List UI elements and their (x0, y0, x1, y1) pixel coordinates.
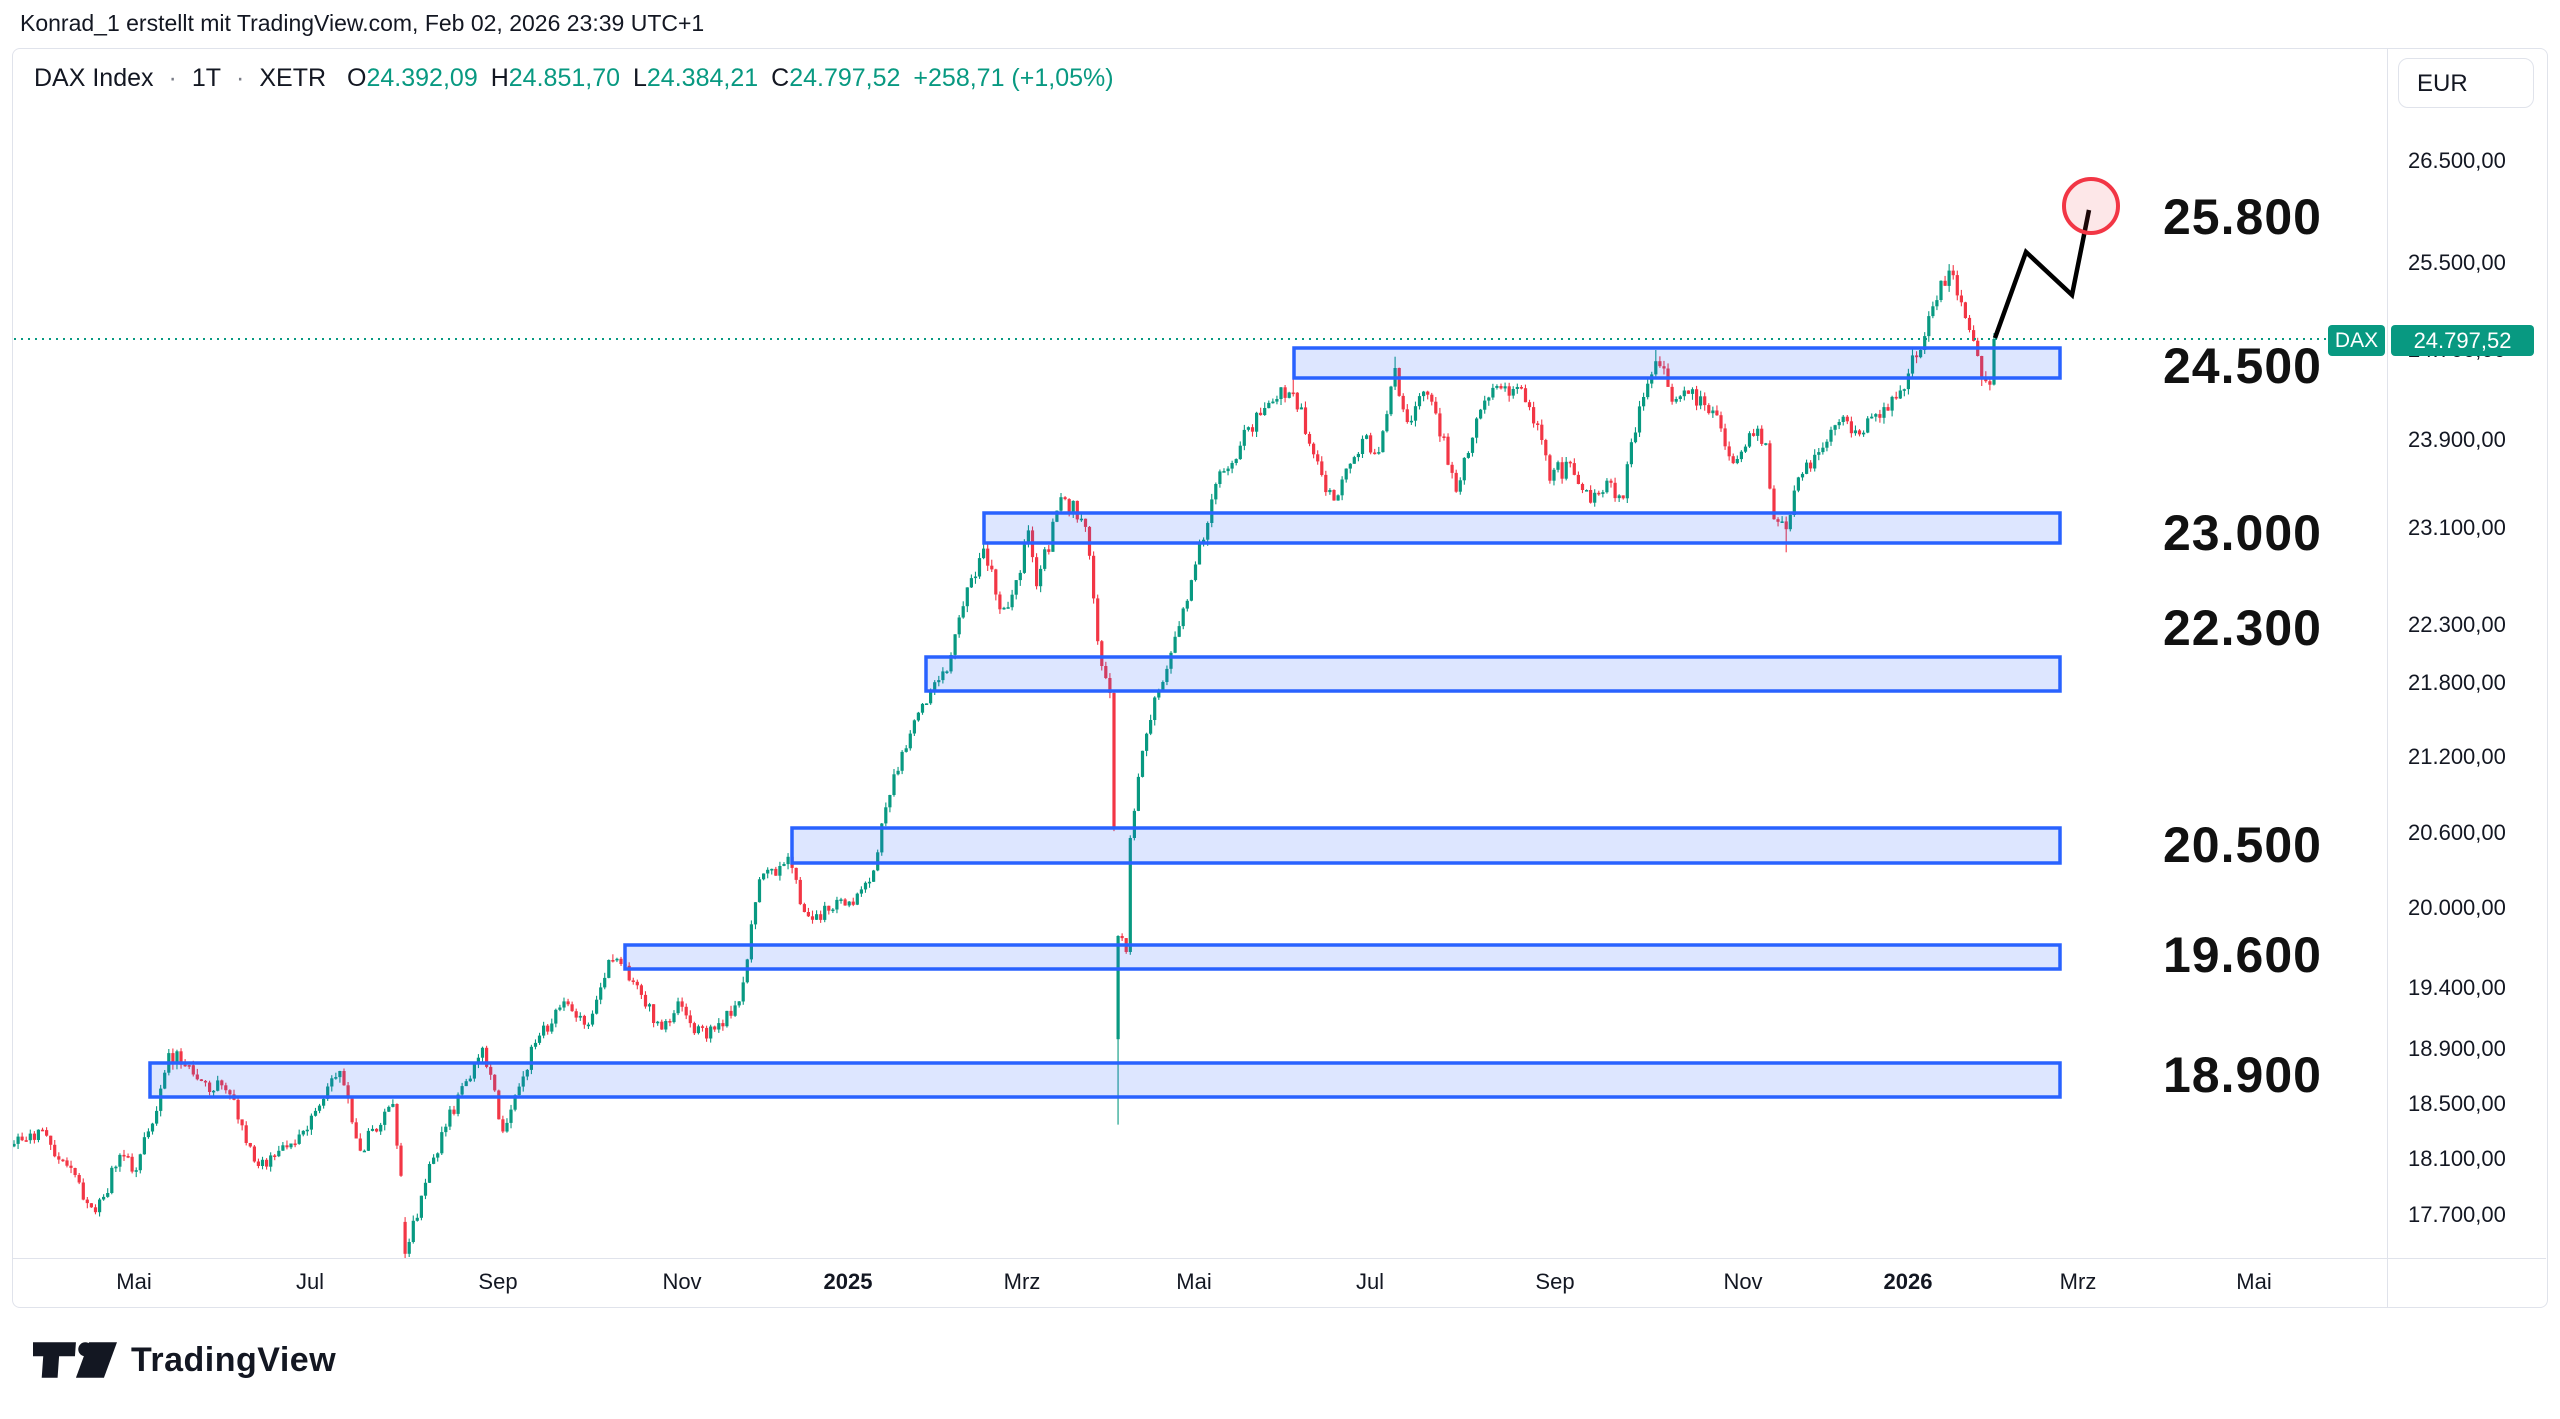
level-label-20.500[interactable]: 20.500 (2163, 817, 2322, 873)
price-tick-21.200,00: 21.200,00 (2408, 744, 2506, 769)
time-tick-Mai: Mai (116, 1269, 152, 1294)
price-tick-18.500,00: 18.500,00 (2408, 1091, 2506, 1116)
price-tick-23.100,00: 23.100,00 (2408, 515, 2506, 540)
price-tick-18.100,00: 18.100,00 (2408, 1146, 2506, 1171)
zone-rect-24.500[interactable] (1292, 346, 2062, 380)
ohlc-open: O 24.392,09 (347, 64, 478, 93)
projection-zigzag-line[interactable] (1992, 209, 2092, 339)
symbol-name[interactable]: DAX Index (34, 64, 154, 92)
zone-rect-20.500[interactable] (790, 826, 2062, 865)
time-tick-Sep: Sep (1535, 1269, 1575, 1294)
ohlc-close: C 24.797,52 (771, 64, 900, 93)
last-price-badge: DAX 24.797,52 (2328, 325, 2534, 356)
candlestick-series[interactable] (12, 264, 1996, 1266)
level-label-24.500[interactable]: 24.500 (2163, 338, 2322, 394)
price-tick-25.500,00: 25.500,00 (2408, 250, 2506, 275)
price-tick-20.600,00: 20.600,00 (2408, 820, 2506, 845)
time-tick-Jul: Jul (295, 1269, 325, 1294)
zone-rect-19.600[interactable] (623, 943, 2062, 971)
time-tick-Jul: Jul (1355, 1269, 1385, 1294)
badge-price: 24.797,52 (2391, 325, 2534, 356)
close-key: C (771, 64, 790, 92)
low-value: 24.384,21 (646, 64, 759, 92)
interval-label[interactable]: 1T (191, 64, 222, 92)
close-value: 24.797,52 (789, 64, 901, 92)
time-tick-Nov: Nov (1723, 1269, 1763, 1294)
price-tick-21.800,00: 21.800,00 (2408, 670, 2506, 695)
target-label-25.800[interactable]: 25.800 (2163, 189, 2322, 245)
attribution-text: Konrad_1 erstellt mit TradingView.com, F… (20, 10, 705, 36)
symbol-legend[interactable]: DAX Index · 1T · XETR O 24.392,09 H 24.851… (34, 64, 1114, 93)
tradingview-logo-icon (33, 1342, 117, 1378)
price-tick-17.700,00: 17.700,00 (2408, 1202, 2506, 1227)
low-key: L (633, 64, 647, 92)
price-tick-18.900,00: 18.900,00 (2408, 1036, 2506, 1061)
time-axis-separator (13, 1258, 2546, 1259)
time-tick-Mrz: Mrz (2059, 1269, 2097, 1294)
level-label-19.600[interactable]: 19.600 (2163, 927, 2322, 983)
tradingview-brand-text: TradingView (131, 1340, 337, 1379)
badge-symbol: DAX (2328, 325, 2385, 356)
target-circle-marker[interactable] (2062, 177, 2120, 235)
time-tick-Mrz: Mrz (1003, 1269, 1041, 1294)
price-tick-20.000,00: 20.000,00 (2408, 895, 2506, 920)
projection-drawing[interactable] (1992, 177, 2120, 339)
level-label-23.000[interactable]: 23.000 (2163, 505, 2322, 561)
time-tick-Mai: Mai (1176, 1269, 1212, 1294)
time-tick-Nov: Nov (662, 1269, 702, 1294)
high-key: H (490, 64, 509, 92)
price-tick-22.300,00: 22.300,00 (2408, 612, 2506, 637)
time-tick-2026: 2026 (1883, 1269, 1933, 1294)
zone-rect-22.300[interactable] (924, 655, 2062, 693)
high-value: 24.851,70 (508, 64, 620, 92)
currency-button[interactable]: EUR (2398, 58, 2534, 108)
change-value: +258,71 (+1,05%) (913, 64, 1114, 92)
zone-rect-23.000[interactable] (982, 511, 2062, 545)
time-tick-2025: 2025 (823, 1269, 873, 1294)
open-key: O (347, 64, 367, 92)
ohlc-low: L 24.384,21 (633, 64, 758, 93)
ohlc-high: H 24.851,70 (491, 64, 620, 93)
open-value: 24.392,09 (366, 64, 478, 92)
separator-dot: · (236, 64, 245, 92)
zone-rect-18.900[interactable] (148, 1061, 2062, 1099)
time-tick-Sep: Sep (478, 1269, 518, 1294)
price-tick-26.500,00: 26.500,00 (2408, 148, 2506, 173)
level-label-22.300[interactable]: 22.300 (2163, 600, 2322, 656)
level-label-18.900[interactable]: 18.900 (2163, 1047, 2322, 1103)
price-tick-23.900,00: 23.900,00 (2408, 427, 2506, 452)
exchange-label: XETR (259, 64, 327, 92)
price-tick-19.400,00: 19.400,00 (2408, 975, 2506, 1000)
supply-demand-zones[interactable] (148, 346, 2062, 1099)
footer-brand[interactable]: TradingView (33, 1340, 336, 1380)
price-axis-separator (2387, 49, 2388, 1307)
separator-dot: · (168, 64, 177, 92)
time-tick-Mai: Mai (2236, 1269, 2272, 1294)
